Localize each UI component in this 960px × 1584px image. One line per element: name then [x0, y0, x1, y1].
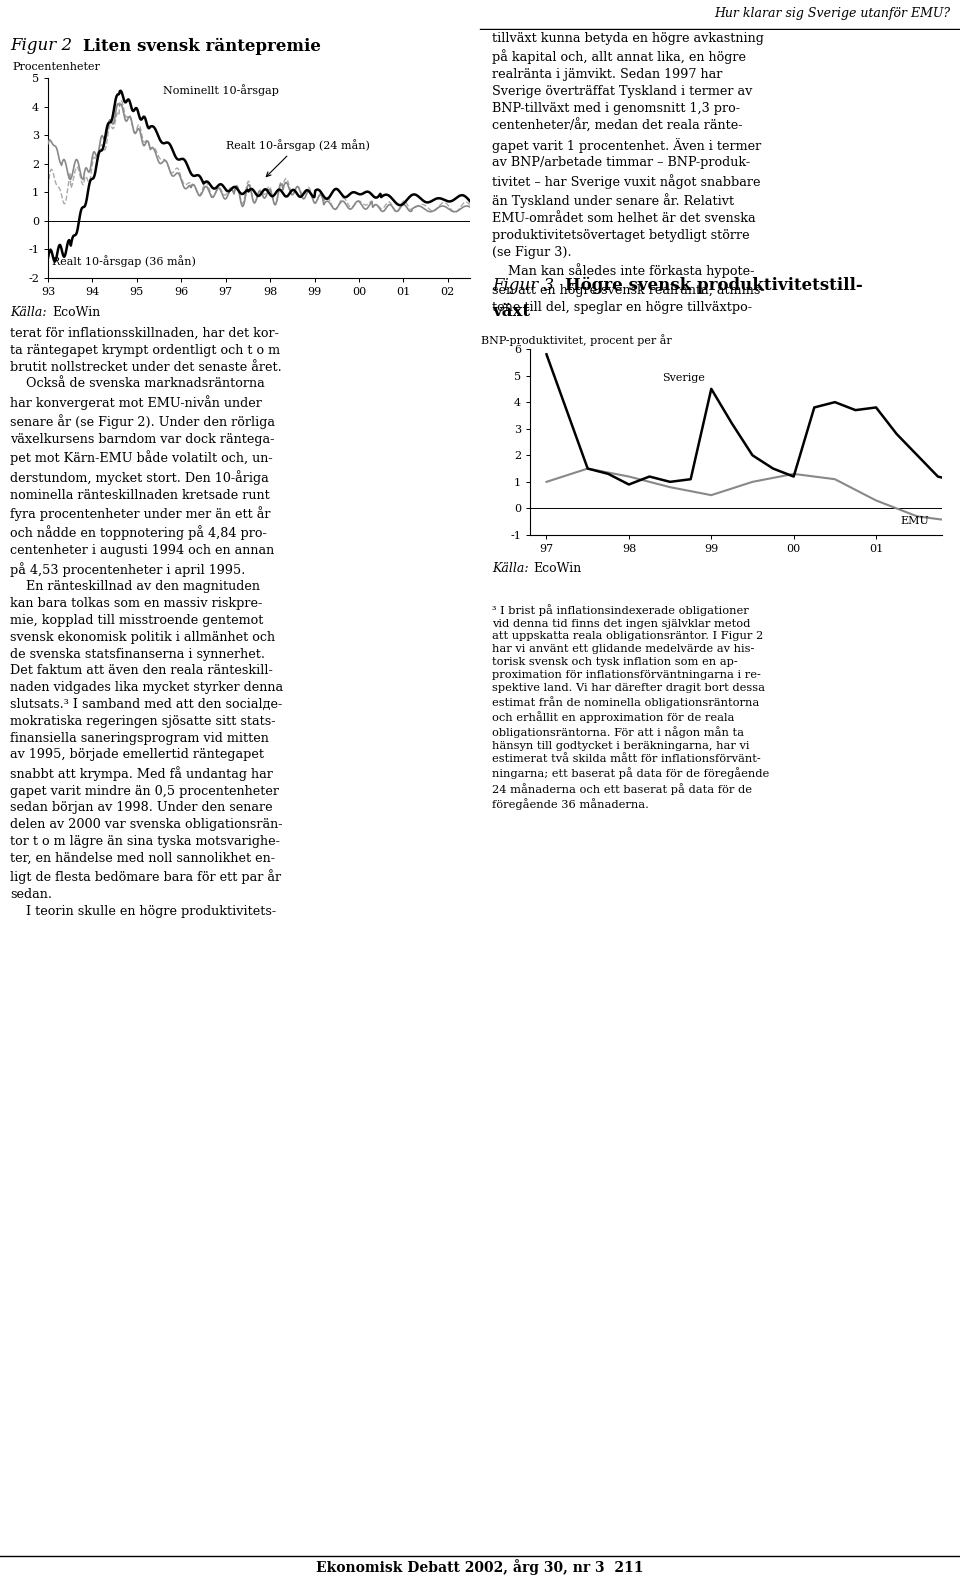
Text: Källa:: Källa:	[492, 562, 533, 575]
Text: Källa:: Källa:	[10, 306, 51, 318]
Text: EMU: EMU	[900, 516, 929, 526]
Text: EcoWin: EcoWin	[533, 562, 582, 575]
Text: Hur klarar sig Sverige utanför EMU?: Hur klarar sig Sverige utanför EMU?	[714, 6, 950, 21]
Text: Realt 10-årsgap (24 mån): Realt 10-årsgap (24 mån)	[226, 139, 370, 176]
Text: Liten svensk räntepremie: Liten svensk räntepremie	[83, 38, 321, 54]
Text: EcoWin: EcoWin	[52, 306, 101, 318]
Text: Figur 3: Figur 3	[492, 277, 560, 295]
Text: växt: växt	[492, 304, 530, 320]
Text: terat för inflationsskillnaden, har det kor-
ta räntegapet krympt ordentligt och: terat för inflationsskillnaden, har det …	[10, 326, 283, 917]
Text: Nominellt 10-årsgap: Nominellt 10-årsgap	[163, 84, 279, 95]
Text: Figur 2: Figur 2	[10, 38, 78, 54]
Text: Högre svensk produktivitetstill-: Högre svensk produktivitetstill-	[565, 277, 863, 295]
Text: Procentenheter: Procentenheter	[12, 62, 100, 71]
Text: ³ I brist på inflationsindexerade obligationer
vid denna tid finns det ingen sjä: ³ I brist på inflationsindexerade obliga…	[492, 604, 769, 809]
Text: Sverige: Sverige	[661, 372, 705, 383]
Text: Ekonomisk Debatt 2002, årg 30, nr 3  211: Ekonomisk Debatt 2002, årg 30, nr 3 211	[316, 1559, 644, 1574]
Text: Realt 10-årsgap (36 mån): Realt 10-årsgap (36 mån)	[53, 255, 196, 268]
Text: BNP-produktivitet, procent per år: BNP-produktivitet, procent per år	[481, 334, 671, 345]
Text: tillväxt kunna betyda en högre avkastning
på kapital och, allt annat lika, en hö: tillväxt kunna betyda en högre avkastnin…	[492, 32, 764, 314]
